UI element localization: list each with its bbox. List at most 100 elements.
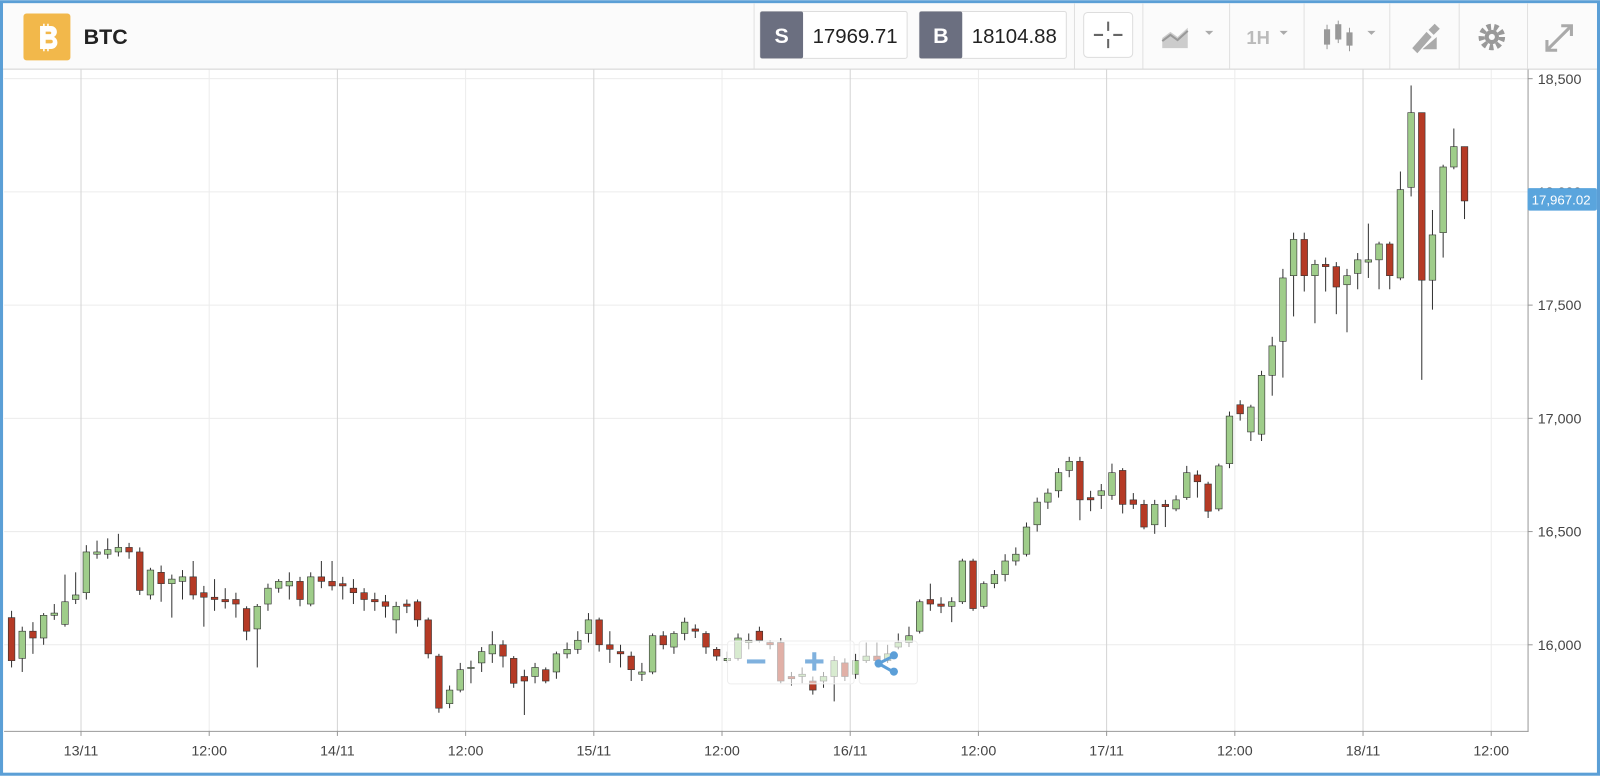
bitcoin-glyph [40,23,58,52]
candle-body [1418,112,1426,281]
candle-body [136,551,144,591]
candle-body [339,583,347,587]
draw-icon[interactable] [1412,23,1440,54]
candle-body [691,628,699,632]
y-tick-label: 17,000 [1538,411,1582,427]
sell-badge [760,11,804,59]
x-tick-label: 12:00 [191,743,227,759]
toolbar-separators [753,3,1529,69]
candle-body [125,547,133,553]
line-chart-stroke [1161,30,1189,42]
candle-body [1386,243,1394,276]
candle-body [1161,504,1169,507]
candle-body [969,560,977,609]
zoom-in[interactable] [805,652,824,671]
candle-body [200,592,208,598]
candle-body [542,669,550,682]
candle-body [435,655,443,709]
x-tick-label: 16/11 [833,743,868,759]
candle-body [681,621,689,634]
candle-body [1428,234,1437,281]
candle-body [702,633,710,648]
candle-body [371,599,379,603]
candle-body [1343,275,1351,286]
candle-body [1054,472,1063,492]
candle-body [114,547,123,553]
candle-body [1151,504,1159,526]
candle-body [584,619,593,634]
candle-body [1247,406,1255,433]
candle-body [1311,264,1319,276]
candle-body [648,635,657,673]
candle-body [445,689,454,704]
candle-body [317,576,326,582]
x-tick-label: 13/11 [64,743,99,759]
candle-body [61,601,69,625]
candle-body [1225,415,1234,464]
candle-body [488,644,496,655]
share-node [874,659,883,668]
candle-body [296,581,304,600]
candle-body [1097,490,1105,496]
candle-body [82,551,90,594]
crosshair-button[interactable] [1083,11,1134,58]
y-tick-label: 17,500 [1538,298,1582,314]
candle-body [1129,499,1137,505]
candle-body [93,551,101,555]
candle-body [381,601,390,607]
candle-body [39,615,48,639]
candle-body [659,635,667,646]
sell-label: S [774,24,788,48]
x-tick-label: 15/11 [576,743,611,759]
candle-body [1322,264,1330,267]
candle-body [1257,375,1266,435]
candle-body [328,581,336,587]
candle-body [755,630,764,641]
candle-body [606,644,614,650]
candle-body [574,639,582,650]
candle-body [72,594,80,600]
share-panel [858,640,918,685]
candle-body [499,644,507,657]
zoom-out[interactable] [746,659,766,664]
candle-body [1439,166,1447,233]
candle-body [1204,483,1212,512]
candle-body [221,599,229,603]
x-tick-label: 12:00 [1217,743,1253,759]
candle-body [1140,504,1148,528]
candle-body [50,612,58,616]
buy-price: 18104.88 [972,26,1057,48]
candle-body [1375,243,1383,261]
candle-body [1193,474,1202,483]
candle-body [563,649,571,655]
candle-body [232,599,240,605]
candle-body [403,603,411,607]
candle-type-icon[interactable] [1323,20,1353,52]
candle-body [1407,112,1415,188]
candle-body [552,653,561,673]
candle-body [29,630,37,639]
candle-body [1289,239,1298,276]
fullscreen-icon[interactable] [1545,24,1573,52]
candle-body [1108,472,1116,496]
candle-body [7,617,16,661]
settings-hole [1488,33,1495,41]
candle-body [713,649,721,657]
candle-body [1086,497,1095,501]
candle-body [168,578,176,584]
candle-body [638,671,646,675]
interval[interactable]: 1H [1246,27,1269,48]
candle-body [1119,470,1127,505]
settings-icon[interactable] [1478,23,1506,51]
candle-body [958,560,967,603]
x-tick-label: 12:00 [1473,743,1509,759]
candle-body [1354,259,1362,274]
candle-body [1012,553,1020,562]
candle-body [189,576,197,596]
y-tick-label: 18,500 [1538,72,1582,88]
candle-body [392,605,400,621]
share-node [889,667,898,676]
candle-body [349,587,358,594]
share-node [889,651,898,660]
candle-body [360,592,368,600]
